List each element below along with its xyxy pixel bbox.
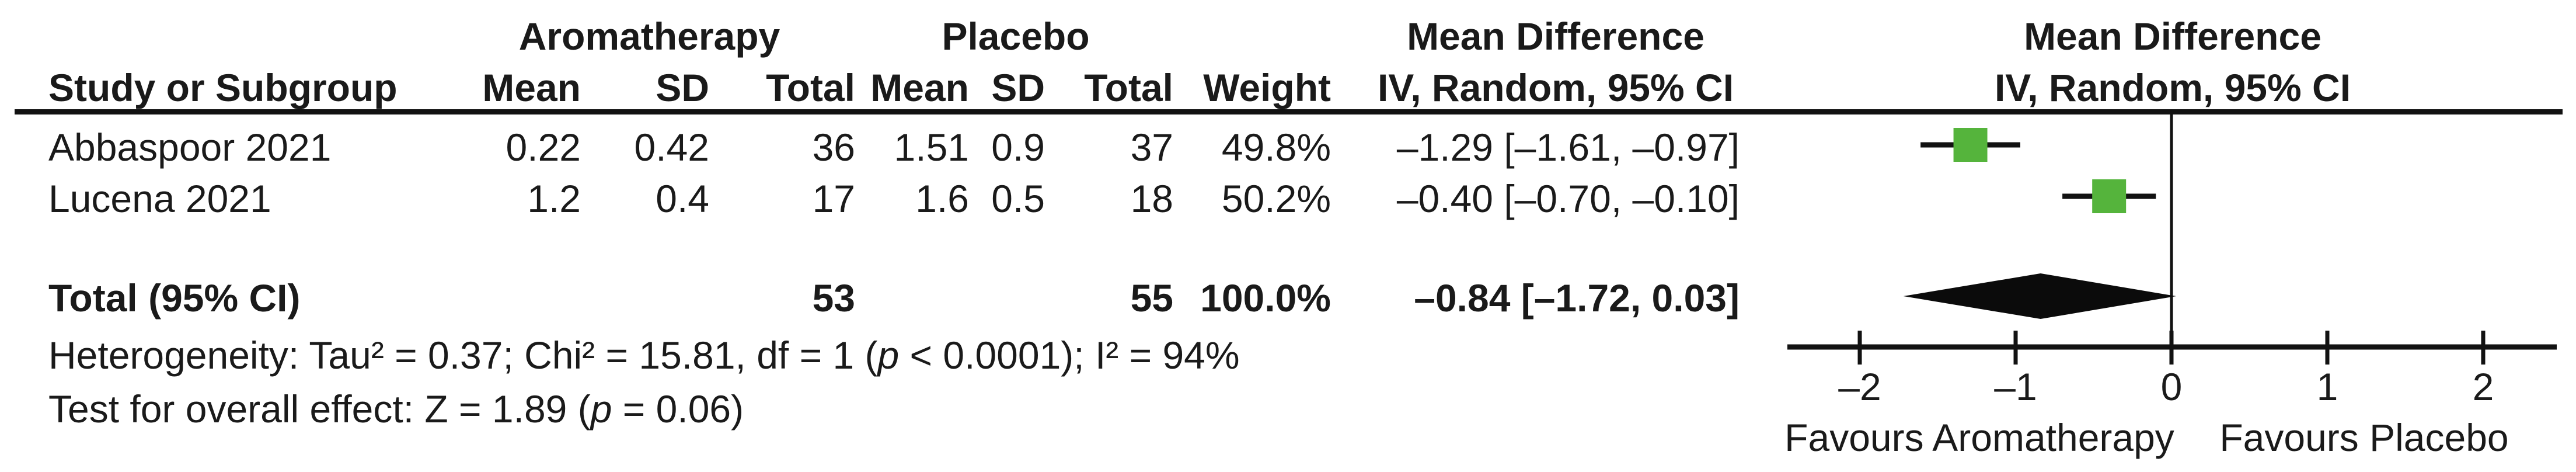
sd-control-value: 0.9 [991, 126, 1045, 169]
total-control-value: 37 [1130, 126, 1173, 169]
study-name: Lucena 2021 [48, 177, 271, 220]
study-name: Abbaspoor 2021 [48, 126, 332, 169]
study-marker [1953, 128, 1988, 162]
x-axis-tick-label: –2 [1838, 365, 1881, 408]
col-header-total-control: Total [1084, 66, 1173, 109]
heterogeneity-note-tail: < 0.0001); I² = 94% [899, 334, 1240, 377]
effect-header-right: Mean Difference [2024, 15, 2321, 58]
header-divider-line [15, 109, 2563, 114]
overall-effect-note: Test for overall effect: Z = 1.89 (p = 0… [48, 388, 744, 429]
total-weight-value: 100.0% [1200, 276, 1331, 320]
col-header-sd-treatment: SD [656, 66, 709, 109]
ci-text-value: –1.29 [–1.61, –0.97] [1396, 126, 1740, 169]
favours-right-label: Favours Placebo [2219, 416, 2508, 459]
x-axis-tick-label: 2 [2473, 365, 2494, 408]
weight-value: 50.2% [1221, 177, 1331, 220]
study-marker [2092, 179, 2127, 213]
favours-left-label: Favours Aromatherapy [1784, 416, 2174, 459]
total-treatment-sum: 53 [812, 276, 855, 320]
mean-control-value: 1.6 [915, 177, 969, 220]
sd-treatment-value: 0.4 [656, 177, 709, 220]
col-header-iv-right: IV, Random, 95% CI [1994, 66, 2351, 109]
mean-treatment-value: 1.2 [527, 177, 581, 220]
overall-effect-note-text: Test for overall effect: Z = 1.89 ( [48, 387, 591, 431]
summary-diamond [1903, 273, 2177, 319]
total-treatment-value: 36 [812, 126, 855, 169]
col-header-weight: Weight [1203, 66, 1331, 109]
total-control-value: 18 [1130, 177, 1173, 220]
x-axis-tick-label: 0 [2161, 365, 2183, 408]
total-treatment-value: 17 [812, 177, 855, 220]
sd-control-value: 0.5 [991, 177, 1045, 220]
col-header-study: Study or Subgroup [48, 66, 398, 109]
col-header-sd-control: SD [991, 66, 1045, 109]
x-axis-tick-label: –1 [1994, 365, 2037, 408]
heterogeneity-p-symbol: p [877, 334, 900, 377]
total-control-sum: 55 [1130, 276, 1173, 320]
col-header-mean-control: Mean [870, 66, 969, 109]
group-header-control: Placebo [942, 15, 1090, 58]
effect-header-left: Mean Difference [1407, 15, 1704, 58]
heterogeneity-note-text: Heterogeneity: Tau² = 0.37; Chi² = 15.81… [48, 334, 878, 377]
total-ci-text-value: –0.84 [–1.72, 0.03] [1414, 276, 1740, 320]
x-axis-tick-label: 1 [2317, 365, 2338, 408]
overall-effect-p-symbol: p [590, 387, 612, 431]
col-header-total-treatment: Total [766, 66, 855, 109]
ci-text-value: –0.40 [–0.70, –0.10] [1396, 177, 1740, 220]
total-row-label: Total (95% CI) [48, 276, 301, 320]
heterogeneity-note: Heterogeneity: Tau² = 0.37; Chi² = 15.81… [48, 335, 1240, 376]
group-header-treatment: Aromatherapy [518, 15, 780, 58]
sd-treatment-value: 0.42 [634, 126, 709, 169]
mean-control-value: 1.51 [894, 126, 969, 169]
overall-effect-note-tail: = 0.06) [612, 387, 744, 431]
mean-treatment-value: 0.22 [506, 126, 581, 169]
col-header-mean-treatment: Mean [482, 66, 581, 109]
col-header-iv-left: IV, Random, 95% CI [1377, 66, 1734, 109]
weight-value: 49.8% [1221, 126, 1331, 169]
